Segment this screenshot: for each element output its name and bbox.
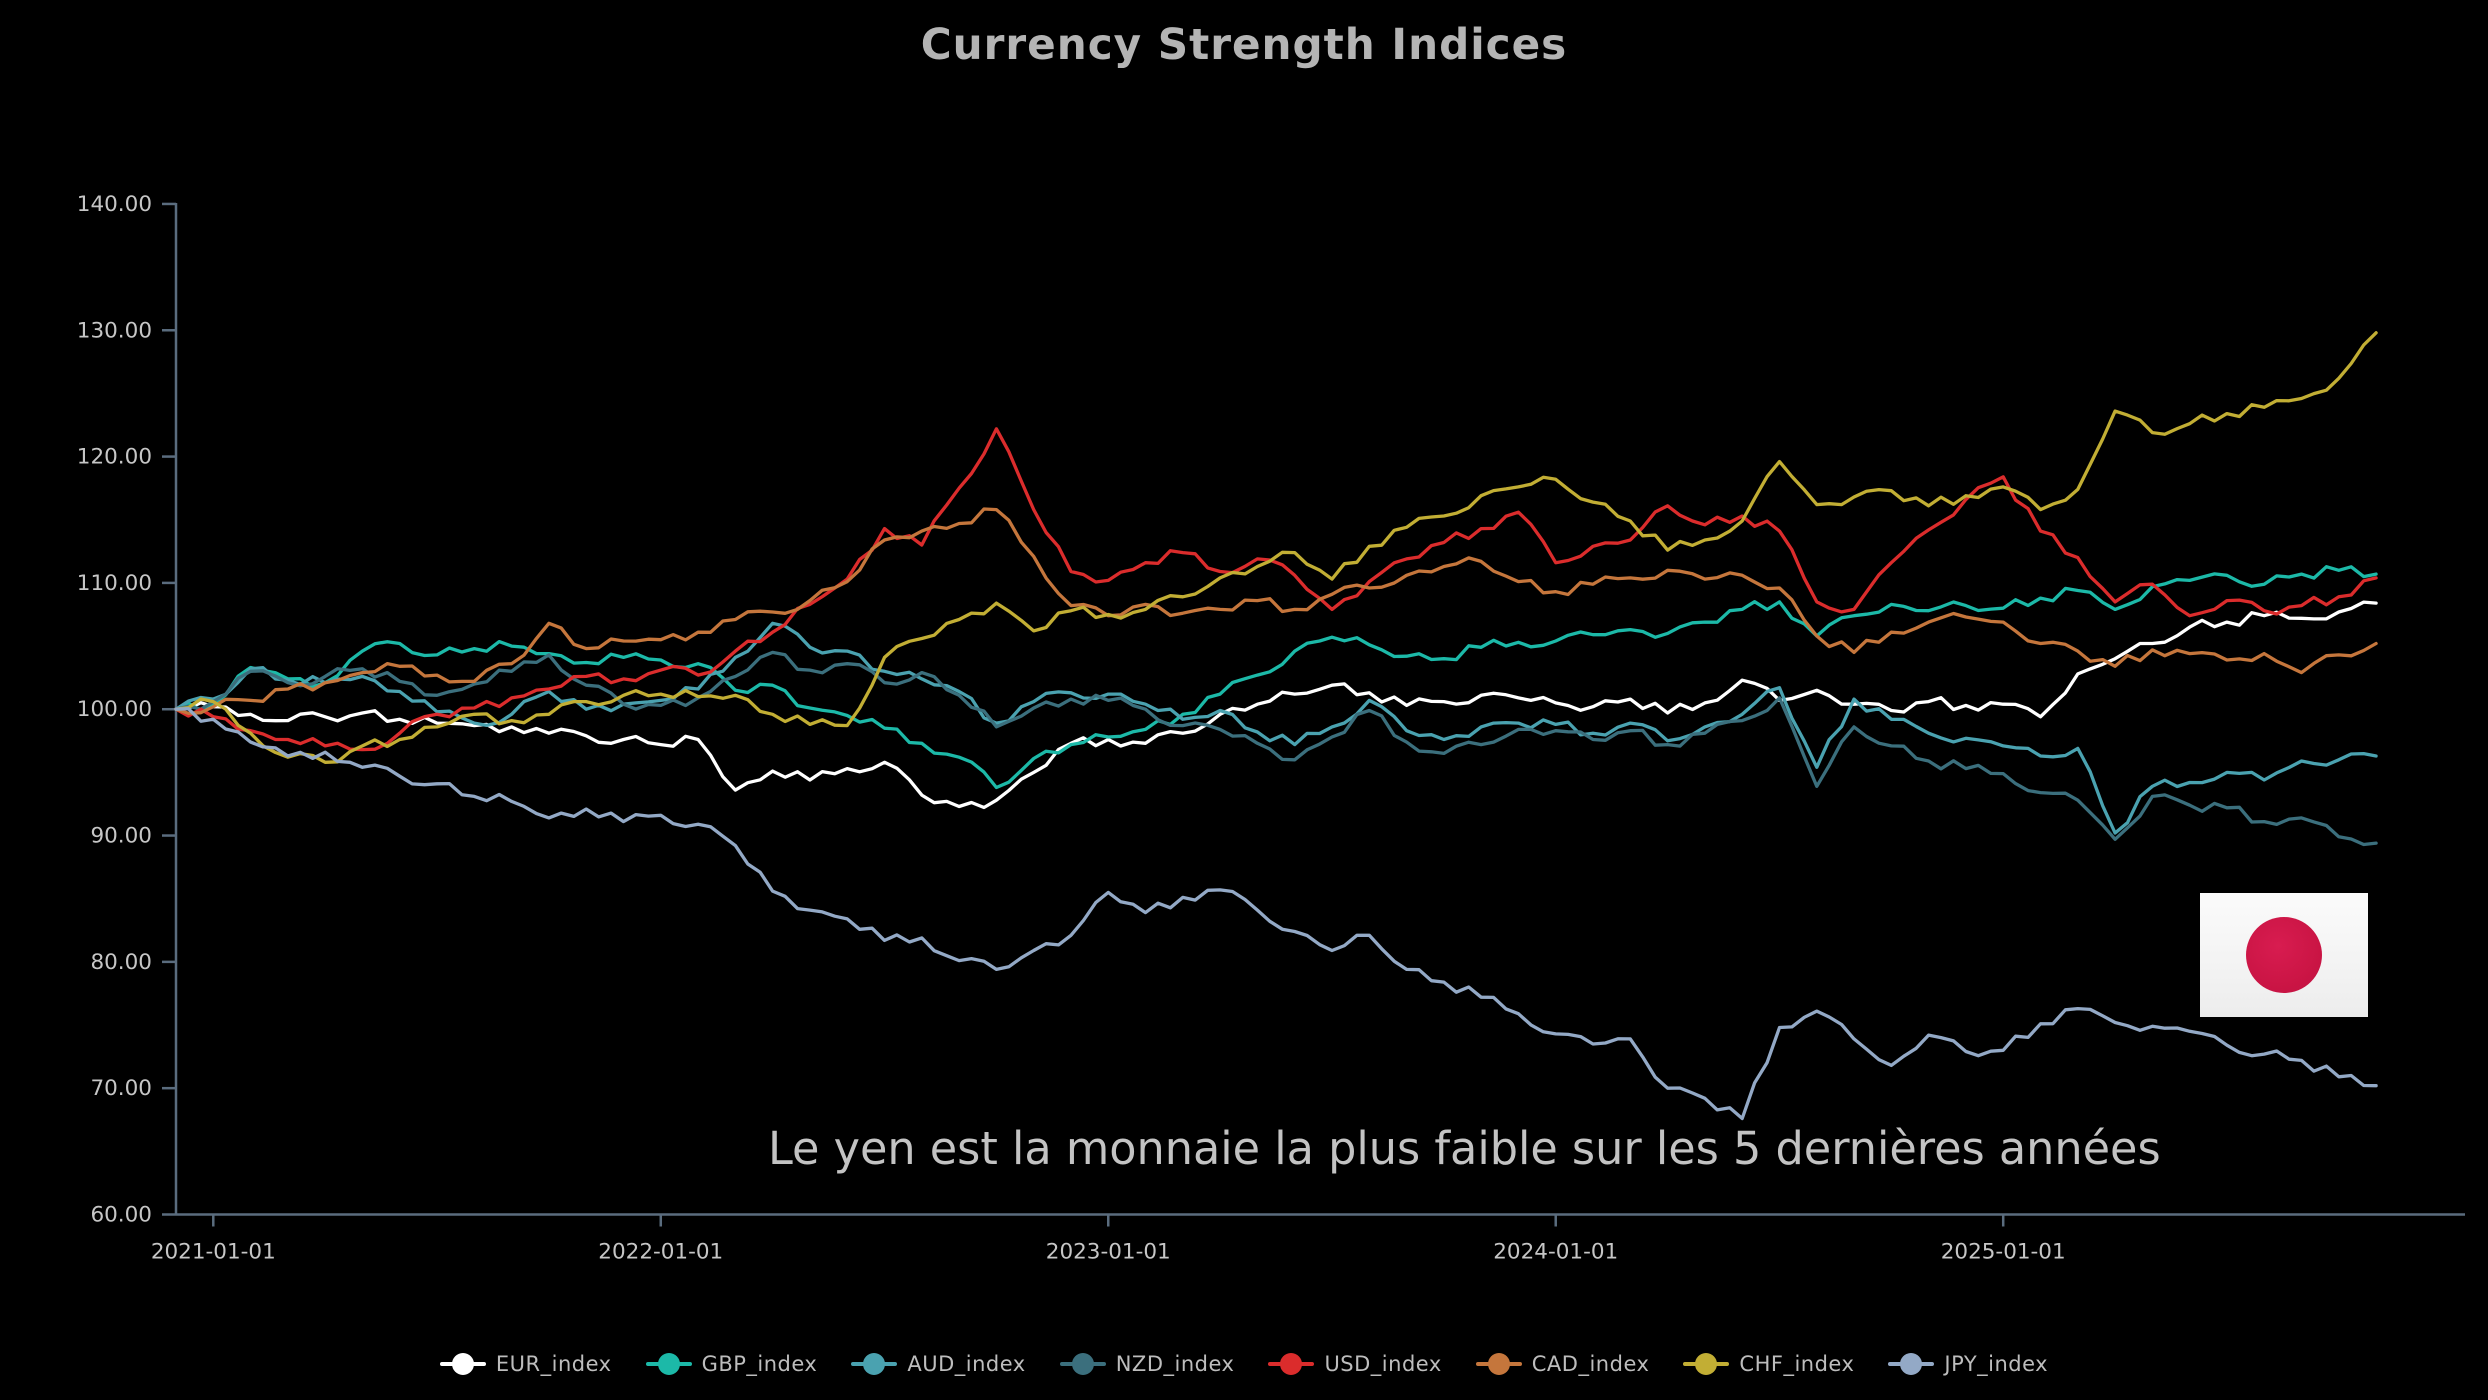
series-line-JPY_index (174, 707, 2378, 1121)
legend-marker-icon (1268, 1353, 1315, 1375)
x-tick-label: 2024-01-01 (1493, 1240, 1618, 1265)
japan-flag-sun-icon (2246, 917, 2322, 993)
legend-label: CHF_index (1739, 1352, 1855, 1376)
y-tick-label: 60.00 (90, 1203, 152, 1228)
legend-item-JPY_index: JPY_index (1888, 1352, 2048, 1376)
y-tick-label: 70.00 (90, 1076, 152, 1101)
chart-title: Currency Strength Indices (920, 20, 1568, 70)
x-tick-label: 2021-01-01 (151, 1240, 276, 1265)
y-tick-label: 80.00 (90, 950, 152, 975)
legend-label: USD_index (1324, 1352, 1442, 1376)
legend-label: NZD_index (1115, 1352, 1235, 1376)
legend-label: AUD_index (907, 1352, 1026, 1376)
series-line-CAD_index (174, 507, 2378, 715)
legend-label: JPY_index (1944, 1352, 2049, 1376)
x-tick-label: 2025-01-01 (1941, 1240, 2066, 1265)
legend-item-NZD_index: NZD_index (1059, 1352, 1235, 1376)
y-tick-label: 140.00 (77, 192, 152, 217)
y-tick-label: 120.00 (77, 445, 152, 470)
y-tick-label: 90.00 (90, 824, 152, 849)
legend-marker-icon (1683, 1353, 1730, 1375)
series-line-USD_index (174, 427, 2378, 752)
legend-item-CHF_index: CHF_index (1683, 1352, 1854, 1376)
x-tick-label: 2022-01-01 (598, 1240, 723, 1265)
series-line-AUD_index (174, 621, 2378, 835)
legend-item-USD_index: USD_index (1268, 1352, 1441, 1376)
legend-label: CAD_index (1531, 1352, 1650, 1376)
y-tick-label: 130.00 (77, 318, 152, 343)
legend-marker-icon (1475, 1353, 1522, 1375)
series-line-EUR_index (174, 600, 2378, 810)
japan-flag-image (2200, 893, 2368, 1017)
x-tick-label: 2023-01-01 (1046, 1240, 1171, 1265)
y-tick-label: 100.00 (77, 697, 152, 722)
annotation-text: Le yen est la monnaie la plus faible sur… (768, 1122, 2161, 1175)
legend-marker-icon (1888, 1353, 1935, 1375)
legend: EUR_index GBP_index AUD_index NZD_index USD_… (0, 1352, 2488, 1376)
series-line-GBP_index (174, 565, 2378, 790)
legend-label: EUR_index (495, 1352, 612, 1376)
legend-marker-icon (851, 1353, 898, 1375)
legend-item-EUR_index: EUR_index (439, 1352, 612, 1376)
legend-label: GBP_index (701, 1352, 818, 1376)
series-line-CHF_index (174, 331, 2378, 764)
legend-marker-icon (645, 1353, 692, 1375)
legend-marker-icon (439, 1353, 486, 1375)
legend-item-AUD_index: AUD_index (851, 1352, 1025, 1376)
y-tick-label: 110.00 (77, 571, 152, 596)
legend-marker-icon (1059, 1353, 1106, 1375)
legend-item-CAD_index: CAD_index (1475, 1352, 1650, 1376)
legend-item-GBP_index: GBP_index (645, 1352, 818, 1376)
series-line-NZD_index (174, 650, 2378, 847)
